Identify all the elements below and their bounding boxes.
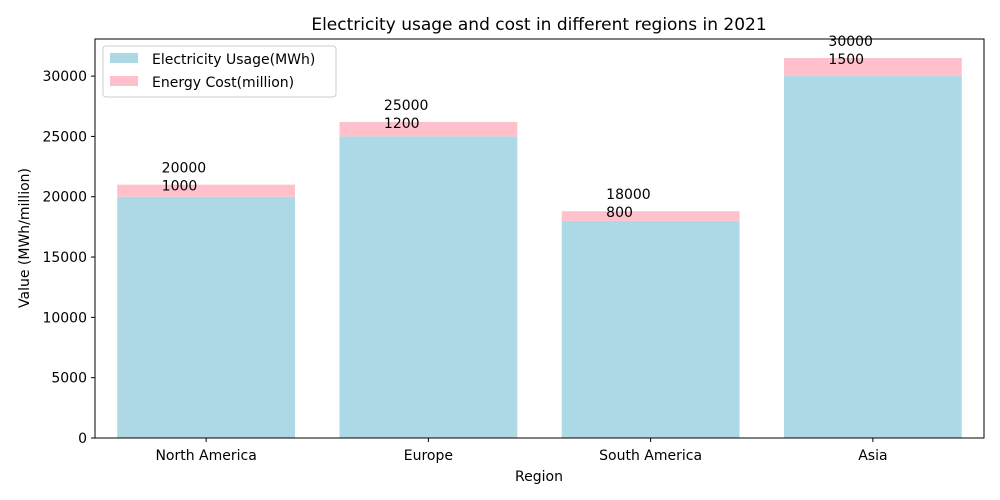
- data-labels-group: 20000 1000 25000 1200 18000 800 30000 1500: [162, 34, 873, 221]
- bar-usage-north-america: [117, 196, 296, 438]
- bar-cost-europe: [339, 121, 518, 137]
- x-tick-label: North America: [155, 448, 256, 464]
- legend-label-usage: Electricity Usage(MWh): [152, 52, 315, 68]
- data-label-usage: 20000: [162, 161, 207, 177]
- bar-cost-south-america: [561, 211, 740, 221]
- bars-group: [117, 58, 962, 438]
- data-label-cost: 1200: [384, 116, 420, 132]
- bar-cost-north-america: [117, 184, 296, 197]
- x-axis-label: Region: [515, 469, 563, 485]
- y-axis-label: Value (MWh/million): [17, 168, 33, 308]
- y-tick-label: 15000: [42, 250, 87, 266]
- y-axis: 0 5000 10000 15000 20000 25000 30000: [42, 69, 95, 447]
- chart-title: Electricity usage and cost in different …: [311, 15, 766, 35]
- legend-label-cost: Energy Cost(million): [152, 75, 294, 91]
- x-tick-label: Asia: [858, 448, 887, 464]
- plot-frame: [94, 38, 985, 439]
- y-tick-label: 30000: [42, 69, 87, 85]
- legend-swatch-cost: [110, 76, 138, 86]
- bar-usage-europe: [339, 136, 518, 438]
- y-tick-label: 20000: [42, 190, 87, 206]
- data-label-cost: 800: [606, 205, 633, 221]
- y-tick-label: 10000: [42, 310, 87, 326]
- data-label-cost: 1500: [828, 52, 864, 68]
- x-tick-label: Europe: [404, 448, 453, 464]
- y-tick-label: 25000: [42, 129, 87, 145]
- bar-usage-asia: [783, 76, 962, 438]
- data-label-usage: 25000: [384, 98, 429, 114]
- bar-cost-asia: [783, 58, 962, 77]
- bar-usage-south-america: [561, 220, 740, 438]
- x-tick-label: South America: [599, 448, 702, 464]
- data-label-usage: 30000: [828, 34, 873, 50]
- x-axis: North America Europe South America Asia: [155, 438, 888, 464]
- y-tick-label: 0: [78, 431, 87, 447]
- y-tick-label: 5000: [51, 371, 87, 387]
- data-label-usage: 18000: [606, 187, 651, 203]
- legend: Electricity Usage(MWh) Energy Cost(milli…: [102, 45, 337, 98]
- legend-swatch-usage: [110, 53, 138, 63]
- data-label-cost: 1000: [162, 179, 198, 195]
- legend-frame: [102, 45, 337, 98]
